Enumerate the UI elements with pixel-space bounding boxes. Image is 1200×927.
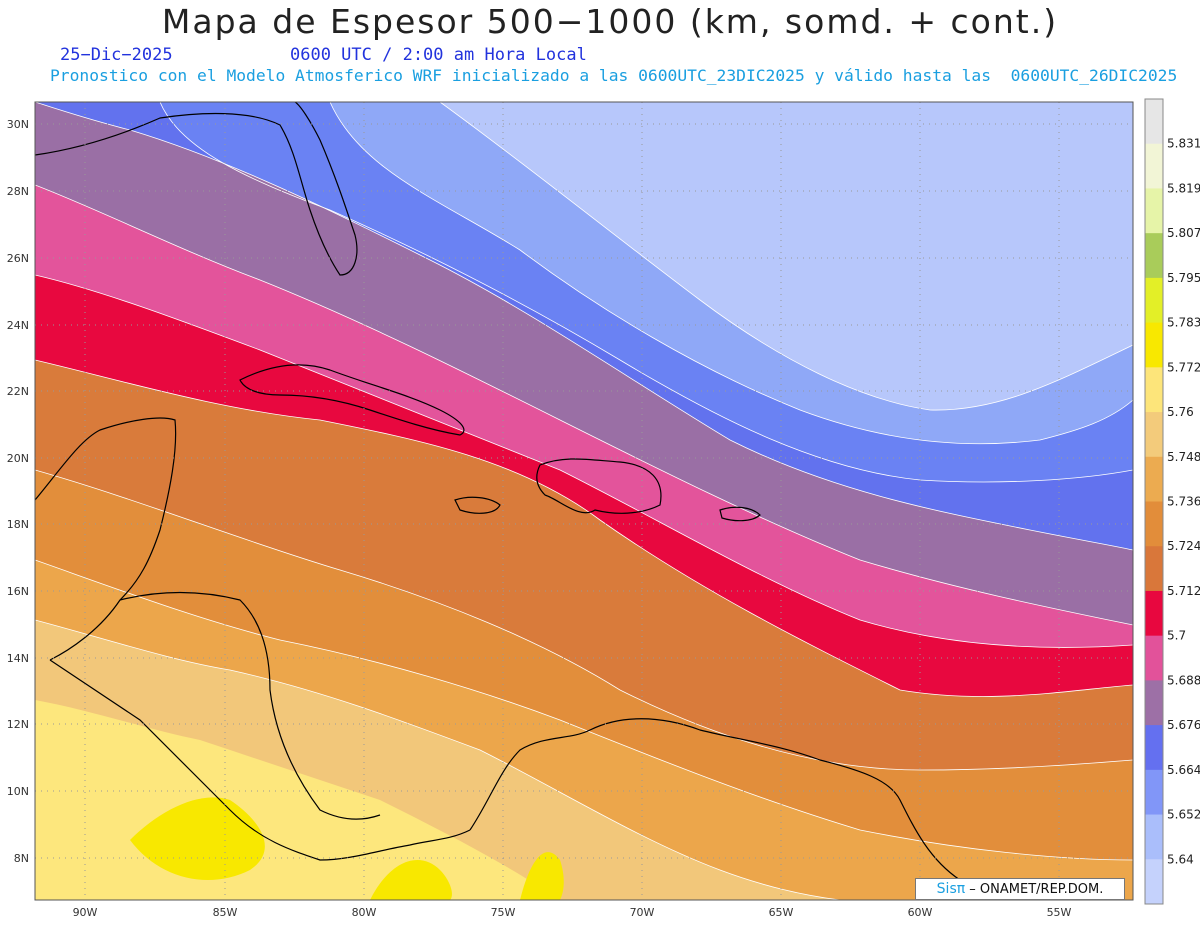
jamaica-coast <box>454 496 501 514</box>
lon-axis: 90W 85W 80W 75W 70W 65W 60W 55W <box>73 906 1072 919</box>
map-frame <box>34 101 1134 901</box>
lat-label: 10N <box>7 785 29 798</box>
lon-label: 90W <box>73 906 98 919</box>
colorbar-swatch <box>1145 546 1163 592</box>
yucatan-coast <box>35 417 177 661</box>
lon-label: 55W <box>1047 906 1072 919</box>
colorbar-swatch <box>1145 501 1163 547</box>
colorbar-label: 5.7 <box>1167 629 1186 643</box>
colorbar-swatch <box>1145 859 1163 905</box>
central-america-caribbean <box>119 591 381 820</box>
colorbar-label: 5.676 <box>1167 718 1200 732</box>
colorbar-swatch <box>1145 680 1163 726</box>
colorbar-frame <box>1144 98 1164 905</box>
colorbar-swatch <box>1145 456 1163 502</box>
colorbar-swatch <box>1145 99 1163 145</box>
map-title: Mapa de Espesor 500−1000 (km, somd. + co… <box>161 2 1059 41</box>
forecast-date: 25−Dic−2025 <box>60 45 173 65</box>
lat-label: 18N <box>7 518 29 531</box>
lon-label: 70W <box>630 906 655 919</box>
colorbar-swatch <box>1145 635 1163 681</box>
colorbar-swatch <box>1145 590 1163 637</box>
model-info-line: Pronostico con el Modelo Atmosferico WRF… <box>50 66 1178 85</box>
colorbar-label: 5.783 <box>1167 316 1200 330</box>
colorbar-swatch <box>1145 277 1163 324</box>
lat-label: 22N <box>7 385 29 398</box>
cuba-coast <box>239 364 465 436</box>
lon-label: 80W <box>352 906 377 919</box>
colorbar-label: 5.652 <box>1167 808 1200 822</box>
colorbar-label: 5.831 <box>1167 137 1200 151</box>
colorbar-swatch <box>1145 367 1163 413</box>
colorbar-label: 5.772 <box>1167 360 1200 374</box>
lat-label: 20N <box>7 452 29 465</box>
colorbar-label: 5.819 <box>1167 181 1200 195</box>
lat-label: 8N <box>14 852 29 865</box>
colorbar-label: 5.807 <box>1167 226 1200 240</box>
lon-label: 75W <box>491 906 516 919</box>
colorbar-label: 5.724 <box>1167 539 1200 553</box>
puerto-rico-coast <box>719 506 761 522</box>
colorbar: 5.831 5.819 5.807 5.795 5.783 5.772 5.76 5.748 5… <box>1144 98 1200 905</box>
central-america-coast <box>49 659 471 861</box>
colorbar-swatch <box>1145 769 1163 816</box>
lat-label: 16N <box>7 585 29 598</box>
lat-label: 30N <box>7 118 29 131</box>
band-5.783-a <box>130 797 265 880</box>
lat-label: 12N <box>7 718 29 731</box>
lat-label: 14N <box>7 652 29 665</box>
forecast-time: 0600 UTC / 2:00 am Hora Local <box>290 45 587 65</box>
colorbar-label: 5.64 <box>1167 852 1194 866</box>
sispi-logo: Sisπ <box>936 881 966 897</box>
credit-box: Sisπ – ONAMET/REP.DOM. <box>915 878 1125 900</box>
colorbar-swatch <box>1145 725 1163 771</box>
colorbar-label: 5.712 <box>1167 584 1200 598</box>
colorbar-swatch <box>1145 233 1163 279</box>
band-5.783-c <box>520 852 564 900</box>
lon-label: 85W <box>213 906 238 919</box>
lat-label: 28N <box>7 185 29 198</box>
lon-label: 60W <box>908 906 933 919</box>
florida-coast <box>35 102 358 276</box>
colorbar-label: 5.76 <box>1167 405 1194 419</box>
colorbar-label: 5.736 <box>1167 495 1200 509</box>
colorbar-swatch <box>1145 412 1163 458</box>
graticule <box>35 102 1133 900</box>
thickness-map: 30N 28N 26N 24N 22N 20N 18N 16N 14N 12N … <box>7 98 1200 919</box>
coastlines <box>35 102 1081 900</box>
credit-text: – ONAMET/REP.DOM. <box>965 882 1104 897</box>
colorbar-label: 5.688 <box>1167 673 1200 687</box>
colorbar-label: 5.664 <box>1167 763 1200 777</box>
lat-label: 26N <box>7 252 29 265</box>
hispaniola-coast <box>536 458 662 514</box>
colorbar-swatch <box>1145 322 1163 368</box>
colorbar-swatch <box>1145 188 1163 234</box>
contour-lines <box>35 102 1133 900</box>
band-5.783-b <box>370 860 452 900</box>
colorbar-label: 5.748 <box>1167 450 1200 464</box>
colorbar-label: 5.795 <box>1167 271 1200 285</box>
colorbar-swatch <box>1145 814 1163 860</box>
lat-axis: 30N 28N 26N 24N 22N 20N 18N 16N 14N 12N … <box>7 118 29 865</box>
lat-label: 24N <box>7 319 29 332</box>
lon-label: 65W <box>769 906 794 919</box>
colorbar-swatch <box>1145 143 1163 189</box>
